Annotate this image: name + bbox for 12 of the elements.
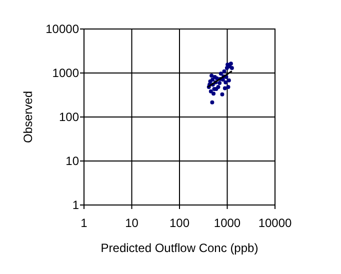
y-tick-label: 10 xyxy=(66,154,80,168)
x-tick-label: 100 xyxy=(169,216,190,230)
x-tick-label: 1 xyxy=(80,216,88,230)
y-tick-label: 10000 xyxy=(46,22,80,36)
y-tick-label: 1000 xyxy=(52,66,80,80)
x-axis-title: Predicted Outflow Conc (ppb) xyxy=(100,241,258,255)
x-tick-label: 10 xyxy=(125,216,139,230)
y-tick-label: 1 xyxy=(72,198,80,212)
y-tick-label: 100 xyxy=(58,110,80,124)
x-tick-label: 10000 xyxy=(258,216,292,230)
x-tick-label: 1000 xyxy=(214,216,241,230)
y-axis-title: Observed xyxy=(21,90,35,144)
